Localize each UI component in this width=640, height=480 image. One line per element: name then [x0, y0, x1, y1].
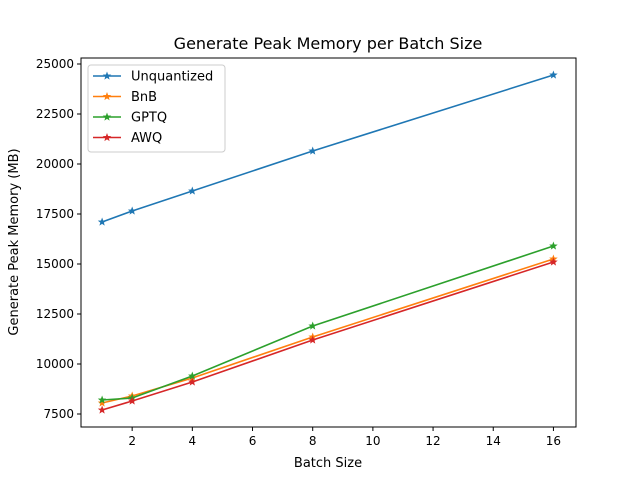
legend: Unquantized BnB GPTQ AWQ: [87, 64, 226, 153]
legend-marker: [102, 112, 112, 121]
legend-item: AWQ: [93, 131, 162, 146]
x-tick-label: 14: [486, 434, 501, 448]
y-axis-label: Generate Peak Memory (MB): [7, 148, 22, 335]
x-tick-label: 2: [128, 434, 136, 448]
data-point: [97, 395, 107, 404]
data-point: [308, 321, 317, 330]
y-tick-label: 12500: [36, 307, 74, 321]
x-tick-label: 8: [309, 434, 317, 448]
y-tick-label: 7500: [43, 407, 74, 421]
data-point: [188, 371, 197, 380]
data-point: [97, 398, 107, 407]
legend-item: BnB: [93, 90, 157, 105]
legend-marker: [102, 92, 112, 101]
x-tick-label: 4: [189, 434, 197, 448]
data-point: [549, 257, 558, 266]
x-tick-label: 16: [546, 434, 561, 448]
data-point: [127, 396, 137, 405]
legend-item: GPTQ: [93, 111, 167, 126]
legend-marker: [102, 133, 112, 142]
plot-frame: [80, 57, 577, 428]
data-point: [308, 335, 317, 344]
series-awq: [97, 257, 558, 414]
data-point: [308, 146, 317, 155]
data-point: [127, 206, 137, 215]
legend-marker: [102, 71, 112, 80]
legend-item: Unquantized: [93, 70, 213, 85]
legend-label: AWQ: [131, 131, 162, 146]
legend-box: [87, 64, 226, 153]
legend-label: BnB: [131, 90, 157, 105]
y-tick-label: 25000: [36, 57, 74, 71]
y-tick-label: 22500: [36, 107, 74, 121]
x-tick-label: 12: [425, 434, 440, 448]
legend-label: Unquantized: [131, 70, 213, 85]
y-tick-label: 17500: [36, 207, 74, 221]
x-tick-label: 10: [365, 434, 380, 448]
data-point: [188, 377, 197, 386]
data-point: [549, 241, 558, 250]
data-point: [97, 217, 107, 226]
legend-label: GPTQ: [131, 111, 167, 126]
data-point: [549, 70, 558, 79]
data-point: [97, 405, 107, 414]
y-tick-label: 15000: [36, 257, 74, 271]
chart-title: Generate Peak Memory per Batch Size: [174, 34, 483, 53]
y-tick-label: 10000: [36, 357, 74, 371]
x-tick-label: 6: [249, 434, 257, 448]
y-tick-label: 20000: [36, 157, 74, 171]
x-axis-label: Batch Size: [294, 456, 362, 471]
data-point: [188, 186, 197, 195]
series-unquantized: [97, 70, 558, 226]
